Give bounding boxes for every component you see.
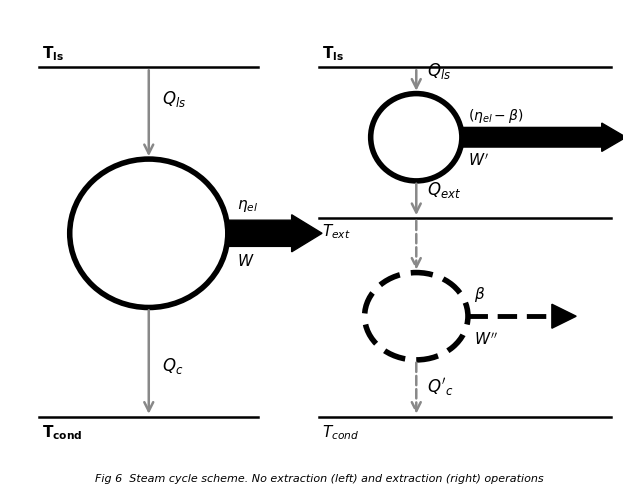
Text: $W$: $W$ xyxy=(237,253,255,269)
Text: $W''$: $W''$ xyxy=(474,331,498,347)
Text: $T_{ext}$: $T_{ext}$ xyxy=(322,223,351,241)
Text: $\mathbf{T_{cond}}$: $\mathbf{T_{cond}}$ xyxy=(42,423,83,442)
Text: $Q_c$: $Q_c$ xyxy=(162,356,184,376)
FancyArrow shape xyxy=(462,123,626,152)
Text: $Q_{ls}$: $Q_{ls}$ xyxy=(162,89,186,109)
Text: $W'$: $W'$ xyxy=(468,152,489,169)
Text: $Q_{ls}$: $Q_{ls}$ xyxy=(427,61,451,81)
Text: $\mathbf{T_{ls}}$: $\mathbf{T_{ls}}$ xyxy=(322,44,344,63)
Text: $T_{cond}$: $T_{cond}$ xyxy=(322,423,359,442)
Text: $\beta$: $\beta$ xyxy=(474,285,486,304)
Text: $(\eta_{el} - \beta)$: $(\eta_{el} - \beta)$ xyxy=(468,107,523,125)
Text: Fig 6  Steam cycle scheme. No extraction (left) and extraction (right) operation: Fig 6 Steam cycle scheme. No extraction … xyxy=(94,473,544,484)
Text: $\eta_{el}$: $\eta_{el}$ xyxy=(237,198,258,214)
FancyArrow shape xyxy=(228,215,322,252)
Text: $Q'_c$: $Q'_c$ xyxy=(427,376,454,398)
FancyArrow shape xyxy=(552,304,576,328)
Text: $\mathbf{T_{ls}}$: $\mathbf{T_{ls}}$ xyxy=(42,44,64,63)
Text: $Q_{ext}$: $Q_{ext}$ xyxy=(427,180,461,200)
